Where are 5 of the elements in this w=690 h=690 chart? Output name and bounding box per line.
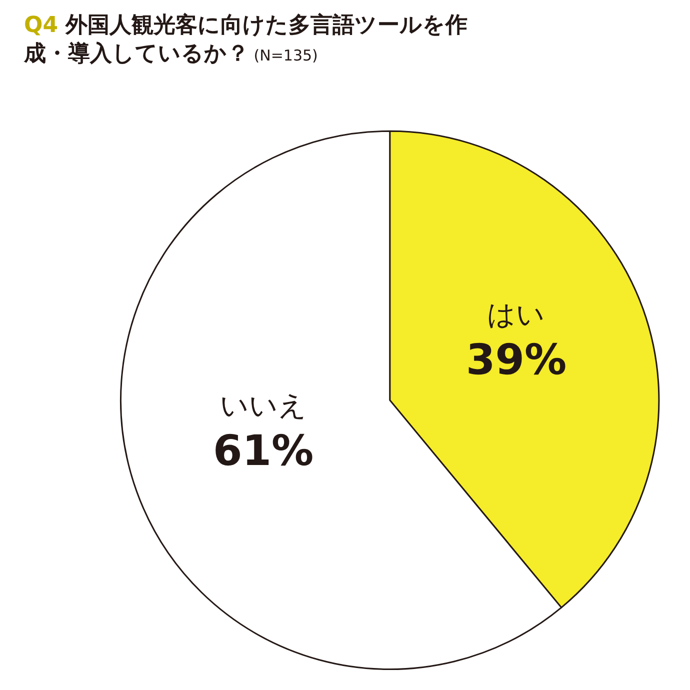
data-label: 61% (213, 426, 314, 475)
slice-label: はい (487, 298, 545, 331)
chart-title: Q4 外国人観光客に向けた多言語ツールを作成・導入しているか？ (N=135) (23, 12, 468, 67)
data-label: 39% (466, 335, 567, 384)
slice-label: いいえ (220, 389, 307, 422)
